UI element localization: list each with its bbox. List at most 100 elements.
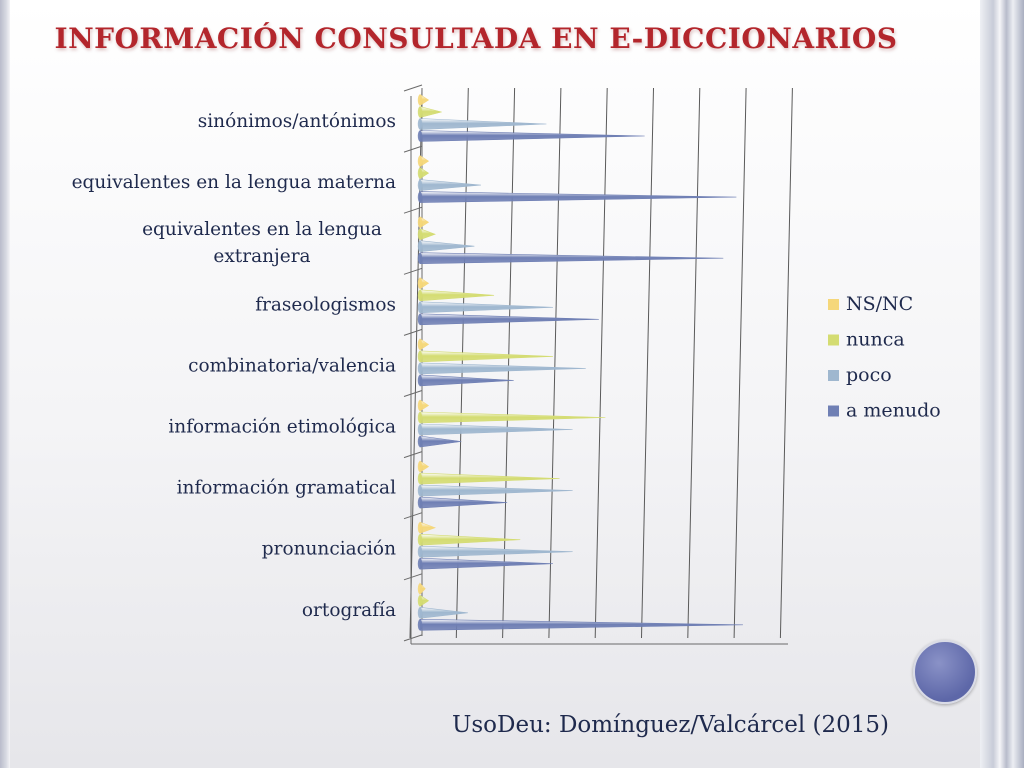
cone-base	[417, 179, 423, 191]
cone-bar	[419, 618, 743, 631]
cone-base	[417, 461, 423, 473]
cone-base	[417, 277, 423, 289]
cone-base	[417, 289, 423, 301]
cone-bar	[419, 496, 508, 509]
cone-base	[417, 473, 423, 485]
cone-base	[417, 558, 423, 570]
category-tick	[403, 451, 423, 459]
category-label: equivalentes en la lengua materna	[72, 172, 396, 193]
cone-bar	[419, 411, 606, 424]
cone-base	[417, 424, 423, 435]
category-tick	[403, 84, 423, 92]
cone-base	[417, 338, 423, 350]
cone-base	[417, 155, 423, 167]
cone-base	[417, 362, 423, 374]
legend-label: poco	[846, 364, 892, 386]
cone-bar	[419, 106, 442, 118]
category-tick	[403, 206, 423, 214]
cone-base	[417, 106, 423, 118]
cone-bar	[419, 240, 475, 253]
category-label: fraseologismos	[255, 294, 396, 315]
legend-label: NS/NC	[846, 293, 913, 315]
category-tick	[403, 390, 423, 397]
cone-bar	[419, 179, 481, 191]
legend-swatch	[828, 405, 839, 417]
cone-bar	[419, 374, 514, 387]
cone-base	[417, 534, 423, 546]
legend-label: a menudo	[846, 400, 941, 422]
category-label: ortografía	[302, 600, 396, 621]
cone-base	[417, 485, 423, 497]
cone-bar	[419, 362, 586, 375]
cone-base	[417, 522, 423, 534]
category-tick	[403, 634, 423, 642]
cone-bar	[419, 472, 560, 485]
cone-base	[417, 595, 423, 607]
gridline	[687, 87, 701, 639]
cone-base	[417, 619, 423, 631]
cone-base	[417, 497, 423, 509]
category-label: información gramatical	[177, 478, 396, 499]
category-label: equivalentes en la lengua extranjera	[142, 219, 382, 267]
gridline	[502, 87, 516, 639]
cone-base	[417, 191, 423, 203]
category-label: pronunciación	[262, 539, 396, 560]
cone-base	[417, 607, 423, 619]
cone-bar	[419, 545, 573, 558]
category-tick	[403, 512, 423, 520]
legend-swatch	[828, 299, 839, 310]
category-tick	[403, 267, 423, 275]
cone-bar	[419, 228, 436, 241]
cone-bar	[419, 484, 573, 497]
gridline	[733, 87, 747, 639]
cone-bar	[419, 435, 462, 448]
gridline	[594, 87, 608, 639]
slide-title: INFORMACIÓN CONSULTADA EN E-DICCIONARIOS	[54, 22, 898, 55]
cone-base	[417, 350, 423, 362]
cone-base	[417, 412, 423, 423]
cone-bar	[419, 252, 724, 265]
category-tick	[403, 145, 423, 153]
source-credit: UsoDeu: Domínguez/Valcárcel (2015)	[452, 712, 890, 738]
chart-marks	[417, 93, 743, 631]
legend-swatch	[828, 334, 839, 346]
cone-base	[417, 313, 423, 325]
gridline	[641, 87, 654, 639]
category-label: sinónimos/antónimos	[198, 111, 396, 132]
cone-base	[417, 546, 423, 558]
cone-base	[417, 301, 423, 313]
left-frame-decoration	[0, 0, 10, 768]
cone-bar	[419, 289, 495, 302]
cone-base	[417, 252, 423, 264]
category-label: combinatoria/valencia	[188, 355, 396, 376]
cone-base	[417, 583, 423, 595]
cone-bar-chart: sinónimos/antónimos equivalentes en la le…	[72, 84, 941, 645]
cone-base	[417, 240, 423, 252]
cone-base	[417, 167, 423, 179]
cone-base	[417, 118, 423, 130]
cone-base	[417, 374, 423, 386]
cone-bar	[419, 521, 436, 534]
legend-swatch	[828, 370, 839, 381]
category-tick	[403, 328, 423, 336]
cone-bar	[419, 423, 573, 436]
cone-bar	[419, 118, 547, 130]
category-tick	[403, 573, 423, 581]
gridline	[548, 87, 562, 639]
cone-bar	[419, 191, 737, 203]
gridline	[455, 87, 469, 639]
gridline	[779, 87, 793, 639]
cone-bar	[419, 130, 645, 142]
cone-base	[417, 94, 423, 106]
cone-base	[417, 400, 423, 411]
cone-bar	[419, 301, 554, 314]
cone-bar	[419, 557, 554, 570]
category-labels: sinónimos/antónimos equivalentes en la le…	[72, 111, 396, 621]
chart-legend: NS/NC nunca poco a menudo	[828, 293, 941, 422]
cone-base	[417, 216, 423, 228]
category-label: información etimológica	[168, 417, 396, 438]
cone-base	[417, 130, 423, 142]
chart-grid	[403, 84, 793, 645]
cone-base	[417, 228, 423, 240]
cone-base	[417, 436, 423, 447]
